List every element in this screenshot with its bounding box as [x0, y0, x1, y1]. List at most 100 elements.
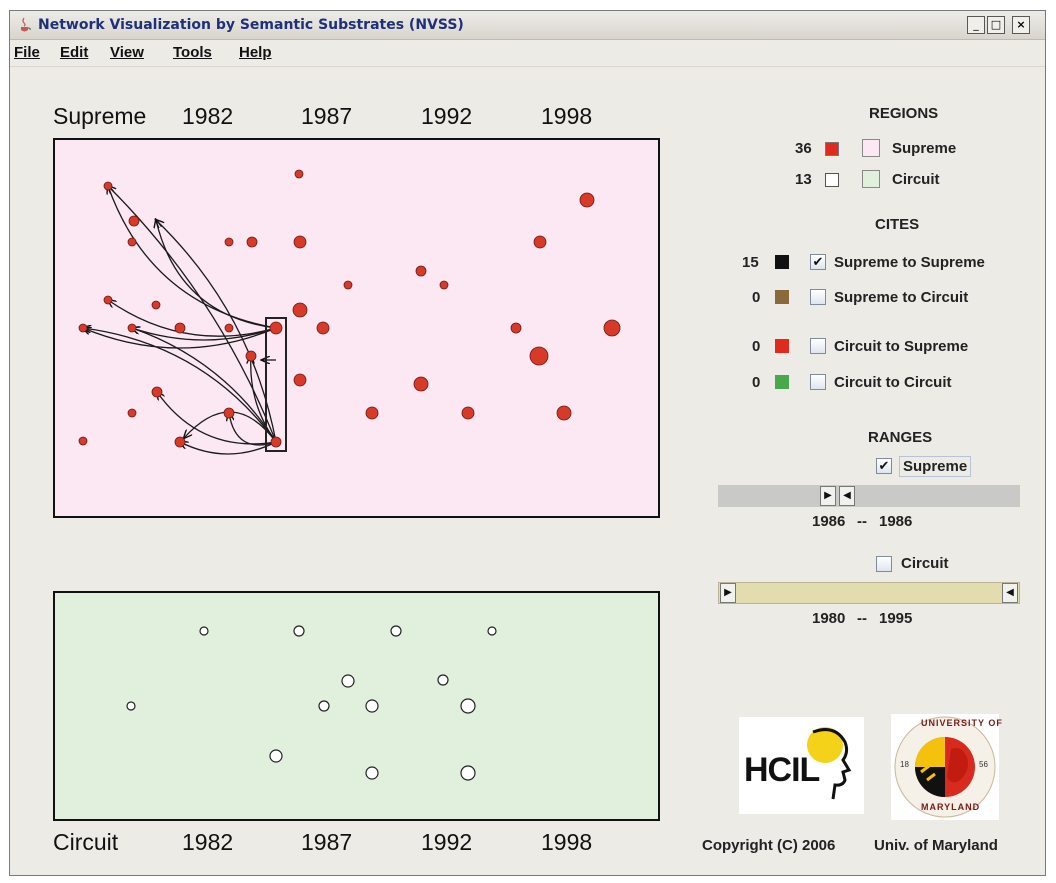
supreme-substrate-panel[interactable] — [53, 138, 660, 518]
supreme-case-node[interactable] — [127, 408, 137, 418]
supreme-case-node[interactable] — [316, 321, 330, 335]
slider-right-thumb[interactable]: ◀ — [839, 486, 855, 506]
cite-color-swatch[interactable] — [775, 255, 789, 269]
selection-rectangle[interactable] — [265, 317, 287, 452]
slider-right-thumb[interactable]: ◀ — [1002, 583, 1018, 603]
supreme-case-node[interactable] — [174, 436, 186, 448]
supreme-case-node[interactable] — [294, 169, 304, 179]
supreme-case-node[interactable] — [245, 350, 257, 362]
supreme-case-node[interactable] — [510, 322, 522, 334]
supreme-case-node[interactable] — [246, 236, 258, 248]
menu-help[interactable]: Help — [239, 44, 272, 61]
circuit-range-slider[interactable] — [718, 582, 1020, 604]
supreme-case-node[interactable] — [128, 215, 140, 227]
region-label-circuit: Circuit — [892, 171, 940, 188]
circuit-case-node[interactable] — [460, 698, 476, 714]
cite-checkbox-circuit-to-supreme[interactable] — [810, 338, 826, 354]
supreme-case-node[interactable] — [533, 235, 547, 249]
supreme-case-node[interactable] — [103, 181, 113, 191]
circuit-network-graph[interactable] — [55, 593, 658, 819]
circuit-region-color-swatch[interactable] — [862, 170, 880, 188]
cite-color-swatch[interactable] — [775, 375, 789, 389]
circuit-case-node[interactable] — [126, 701, 136, 711]
supreme-case-node[interactable] — [415, 265, 427, 277]
supreme-case-node[interactable] — [270, 436, 282, 448]
supreme-case-node[interactable] — [78, 323, 88, 333]
supreme-case-node[interactable] — [556, 405, 572, 421]
cite-color-swatch[interactable] — [775, 339, 789, 353]
cite-checkbox-supreme-to-supreme[interactable]: ✔ — [810, 254, 826, 270]
supreme-case-node[interactable] — [224, 237, 234, 247]
supreme-case-node[interactable] — [293, 235, 307, 249]
supreme-case-node[interactable] — [413, 376, 429, 392]
range-checkbox-supreme[interactable]: ✔ — [876, 458, 892, 474]
supreme-range-slider[interactable] — [718, 485, 1020, 507]
supreme-case-node[interactable] — [343, 280, 353, 290]
supreme-region-color-swatch[interactable] — [862, 139, 880, 157]
cite-count: 0 — [752, 374, 761, 391]
supreme-case-node[interactable] — [269, 321, 283, 335]
slider-left-thumb[interactable]: ▶ — [720, 583, 736, 603]
supreme-case-node[interactable] — [529, 346, 549, 366]
circuit-case-node[interactable] — [460, 765, 476, 781]
range-checkbox-circuit[interactable] — [876, 556, 892, 572]
circuit-node-color-swatch[interactable] — [825, 173, 839, 187]
range-label-supreme[interactable]: Supreme — [899, 456, 972, 477]
citation-edge — [108, 300, 277, 337]
supreme-case-node[interactable] — [224, 323, 234, 333]
supreme-case-node[interactable] — [174, 322, 186, 334]
supreme-network-graph[interactable] — [55, 140, 658, 516]
window-title: Network Visualization by Semantic Substr… — [38, 17, 464, 33]
supreme-case-node[interactable] — [127, 323, 137, 333]
circuit-case-node[interactable] — [341, 674, 355, 688]
supreme-case-node[interactable] — [603, 319, 621, 337]
citation-edge — [157, 392, 277, 445]
circuit-case-node[interactable] — [487, 626, 497, 636]
cite-color-swatch[interactable] — [775, 290, 789, 304]
supreme-case-node[interactable] — [461, 406, 475, 420]
menu-edit[interactable]: Edit — [60, 44, 89, 61]
cite-checkbox-supreme-to-circuit[interactable] — [810, 289, 826, 305]
cite-checkbox-circuit-to-circuit[interactable] — [810, 374, 826, 390]
cite-label: Supreme to Circuit — [834, 289, 969, 306]
supreme-case-node[interactable] — [103, 295, 113, 305]
circuit-case-node[interactable] — [390, 625, 402, 637]
supreme-case-node[interactable] — [439, 280, 449, 290]
circuit-case-node[interactable] — [437, 674, 449, 686]
menu-file[interactable]: File — [14, 44, 40, 61]
supreme-case-node[interactable] — [78, 436, 88, 446]
citation-edge — [108, 186, 277, 443]
supreme-case-node[interactable] — [127, 237, 137, 247]
circuit-substrate-panel[interactable] — [53, 591, 660, 821]
supreme-case-node[interactable] — [293, 373, 307, 387]
circuit-case-node[interactable] — [199, 626, 209, 636]
circuit-case-node[interactable] — [365, 699, 379, 713]
region-count-circuit: 13 — [795, 171, 812, 188]
close-button[interactable]: × — [1012, 16, 1030, 34]
organization-text: Univ. of Maryland — [874, 837, 998, 854]
supreme-case-node[interactable] — [292, 302, 308, 318]
menu-view[interactable]: View — [110, 44, 144, 61]
menu-tools[interactable]: Tools — [173, 44, 212, 61]
region-count-supreme: 36 — [795, 140, 812, 157]
slider-left-thumb[interactable]: ▶ — [820, 486, 836, 506]
circuit-case-node[interactable] — [318, 700, 330, 712]
supreme-case-node[interactable] — [151, 300, 161, 310]
app-window: Network Visualization by Semantic Substr… — [9, 10, 1046, 876]
circuit-case-node[interactable] — [269, 749, 283, 763]
supreme-year-label: 1998 — [541, 103, 593, 129]
supreme-case-node[interactable] — [151, 386, 163, 398]
circuit-case-node[interactable] — [293, 625, 305, 637]
minimize-button[interactable]: _ — [967, 16, 985, 34]
supreme-year-label: 1987 — [301, 103, 353, 129]
hcil-logo: HCIL — [739, 717, 864, 814]
supreme-case-node[interactable] — [365, 406, 379, 420]
supreme-case-node[interactable] — [223, 407, 235, 419]
citation-edge — [83, 328, 277, 443]
maximize-button[interactable]: □ — [987, 16, 1005, 34]
supreme-node-color-swatch[interactable] — [825, 142, 839, 156]
supreme-case-node[interactable] — [579, 192, 595, 208]
circuit-case-node[interactable] — [365, 766, 379, 780]
umd-seal-year-left: 18 — [900, 760, 909, 769]
citation-edge — [132, 328, 277, 341]
